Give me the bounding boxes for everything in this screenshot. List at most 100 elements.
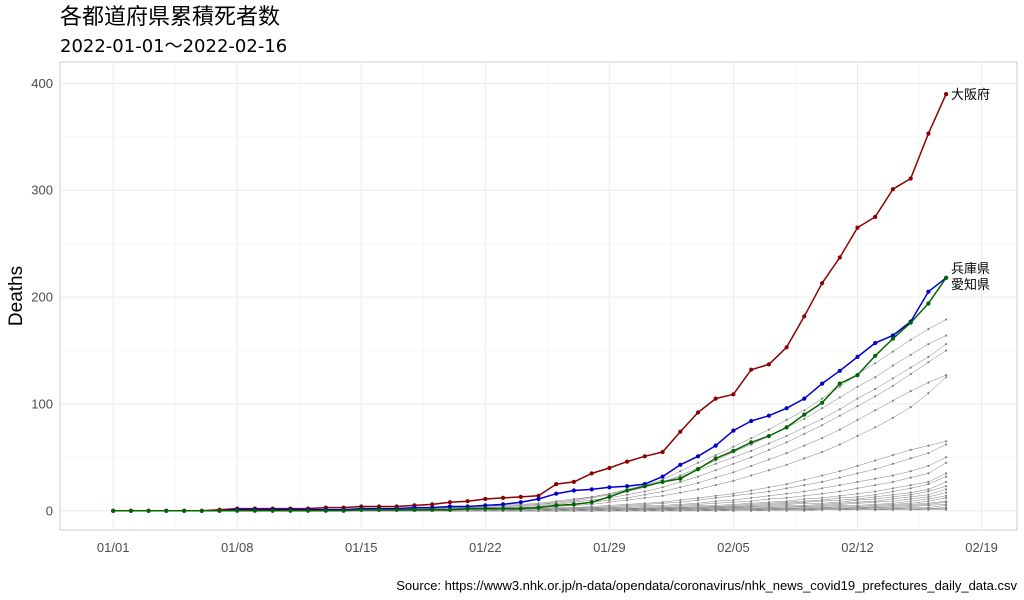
background-series-4-point [945, 349, 948, 352]
highlight-series-3-point [607, 494, 612, 499]
background-series-1-point [838, 385, 841, 388]
background-series-9-point [909, 470, 912, 473]
background-series-14-point [856, 499, 859, 502]
x-tick-label: 01/01 [97, 540, 130, 555]
background-series-25-point [590, 509, 593, 512]
highlight-series-1-point [890, 187, 896, 192]
highlight-series-3-point [678, 476, 683, 481]
background-series-1-point [803, 409, 806, 412]
background-series-10-point [838, 490, 841, 493]
background-series-25-point [714, 509, 717, 512]
background-series-7-point [909, 448, 912, 451]
background-series-18-point [945, 496, 948, 499]
background-series-3-point [821, 417, 824, 420]
background-series-4-point [874, 395, 877, 398]
background-series-6-point [874, 426, 877, 429]
background-series-11-point [909, 484, 912, 487]
background-series-13-point [909, 491, 912, 494]
background-series-9-point [750, 496, 753, 499]
highlight-series-3-line [113, 277, 947, 512]
background-series-10-point [909, 476, 912, 479]
background-series-13-point [945, 480, 948, 483]
background-series-7-point [821, 474, 824, 477]
highlight-series-1-point [713, 396, 718, 401]
background-series-3-point [909, 366, 912, 369]
background-series-6-point [803, 457, 806, 460]
background-series-6-point [732, 479, 735, 482]
x-tick-label: 01/29 [593, 540, 626, 555]
highlight-series-1-point [589, 471, 594, 476]
highlight-series-1-point [820, 281, 825, 286]
background-series-11-point [838, 494, 841, 497]
background-series-16-point [909, 497, 912, 501]
x-tick-label: 02/12 [841, 540, 874, 555]
highlight-series-3-point [820, 400, 825, 405]
background-series-3-point [732, 456, 735, 459]
background-series-7-point [838, 470, 841, 473]
background-series-3-point [927, 355, 930, 358]
highlight-series-2-point [784, 406, 789, 411]
background-series-4-point [856, 405, 859, 408]
background-series-8-point [856, 472, 859, 475]
highlight-series-3-point [359, 507, 364, 512]
highlight-series-3-point [873, 353, 878, 358]
background-series-6-point [679, 491, 682, 494]
background-series-5-point [679, 486, 682, 489]
series-label: 愛知県 [951, 277, 990, 293]
highlight-series-3-point [465, 506, 470, 511]
background-series-4-point [696, 475, 700, 478]
background-series-15-point [945, 488, 948, 491]
highlight-series-2-point [447, 504, 452, 509]
background-series-5-point [927, 381, 930, 384]
highlight-series-3-point [146, 508, 151, 513]
background-series-4-point [927, 361, 930, 364]
background-series-10-point [927, 472, 930, 475]
background-series-1-point [945, 318, 948, 321]
background-series-25-point [643, 509, 646, 512]
background-series-6-point [767, 469, 771, 472]
background-series-1-point [750, 437, 753, 440]
background-series-16-point [874, 501, 877, 504]
highlight-series-2-point [766, 413, 772, 418]
background-series-6-point [661, 494, 664, 497]
background-series-5-point [661, 490, 664, 493]
highlight-series-2-point [731, 428, 736, 433]
highlight-series-3-point [376, 507, 382, 512]
background-series-5-point [891, 399, 895, 402]
background-series-16-point [927, 495, 930, 498]
background-series-6-point [927, 392, 930, 395]
background-series-8-point [945, 443, 948, 446]
highlight-series-2-point [820, 381, 825, 386]
source-caption: Source: https://www3.nhk.or.jp/n-data/op… [396, 578, 1017, 593]
y-tick-label: 300 [31, 183, 53, 198]
background-series-25-point [572, 509, 576, 512]
highlight-series-2-point [713, 443, 718, 448]
background-series-18-point [927, 500, 930, 503]
background-series-7-point [785, 483, 788, 486]
background-series-21-point [927, 504, 930, 507]
background-series-2-point [927, 343, 930, 346]
highlight-series-1-point [554, 482, 559, 487]
background-series-3-point [856, 397, 859, 400]
background-series-2-point [821, 407, 824, 410]
highlight-series-3-point [323, 508, 328, 513]
background-series-13-point [838, 499, 841, 502]
background-series-4-point [679, 480, 682, 483]
highlight-series-layer [111, 92, 949, 513]
background-series-8-point [909, 457, 912, 460]
background-series-5-point [838, 428, 841, 431]
background-series-10-point [803, 494, 806, 497]
highlight-series-2-point [890, 333, 896, 338]
y-tick-label: 400 [31, 76, 53, 91]
x-tick-label: 02/05 [717, 540, 750, 555]
background-series-8-point [767, 490, 771, 493]
background-series-5-point [767, 458, 771, 461]
highlight-series-1-point [944, 92, 949, 97]
highlight-series-1-point [571, 479, 577, 484]
highlight-series-2-point [926, 289, 931, 294]
background-series-25-point [874, 508, 877, 511]
highlight-series-3-point [430, 507, 435, 512]
highlight-series-1-point [731, 392, 736, 397]
